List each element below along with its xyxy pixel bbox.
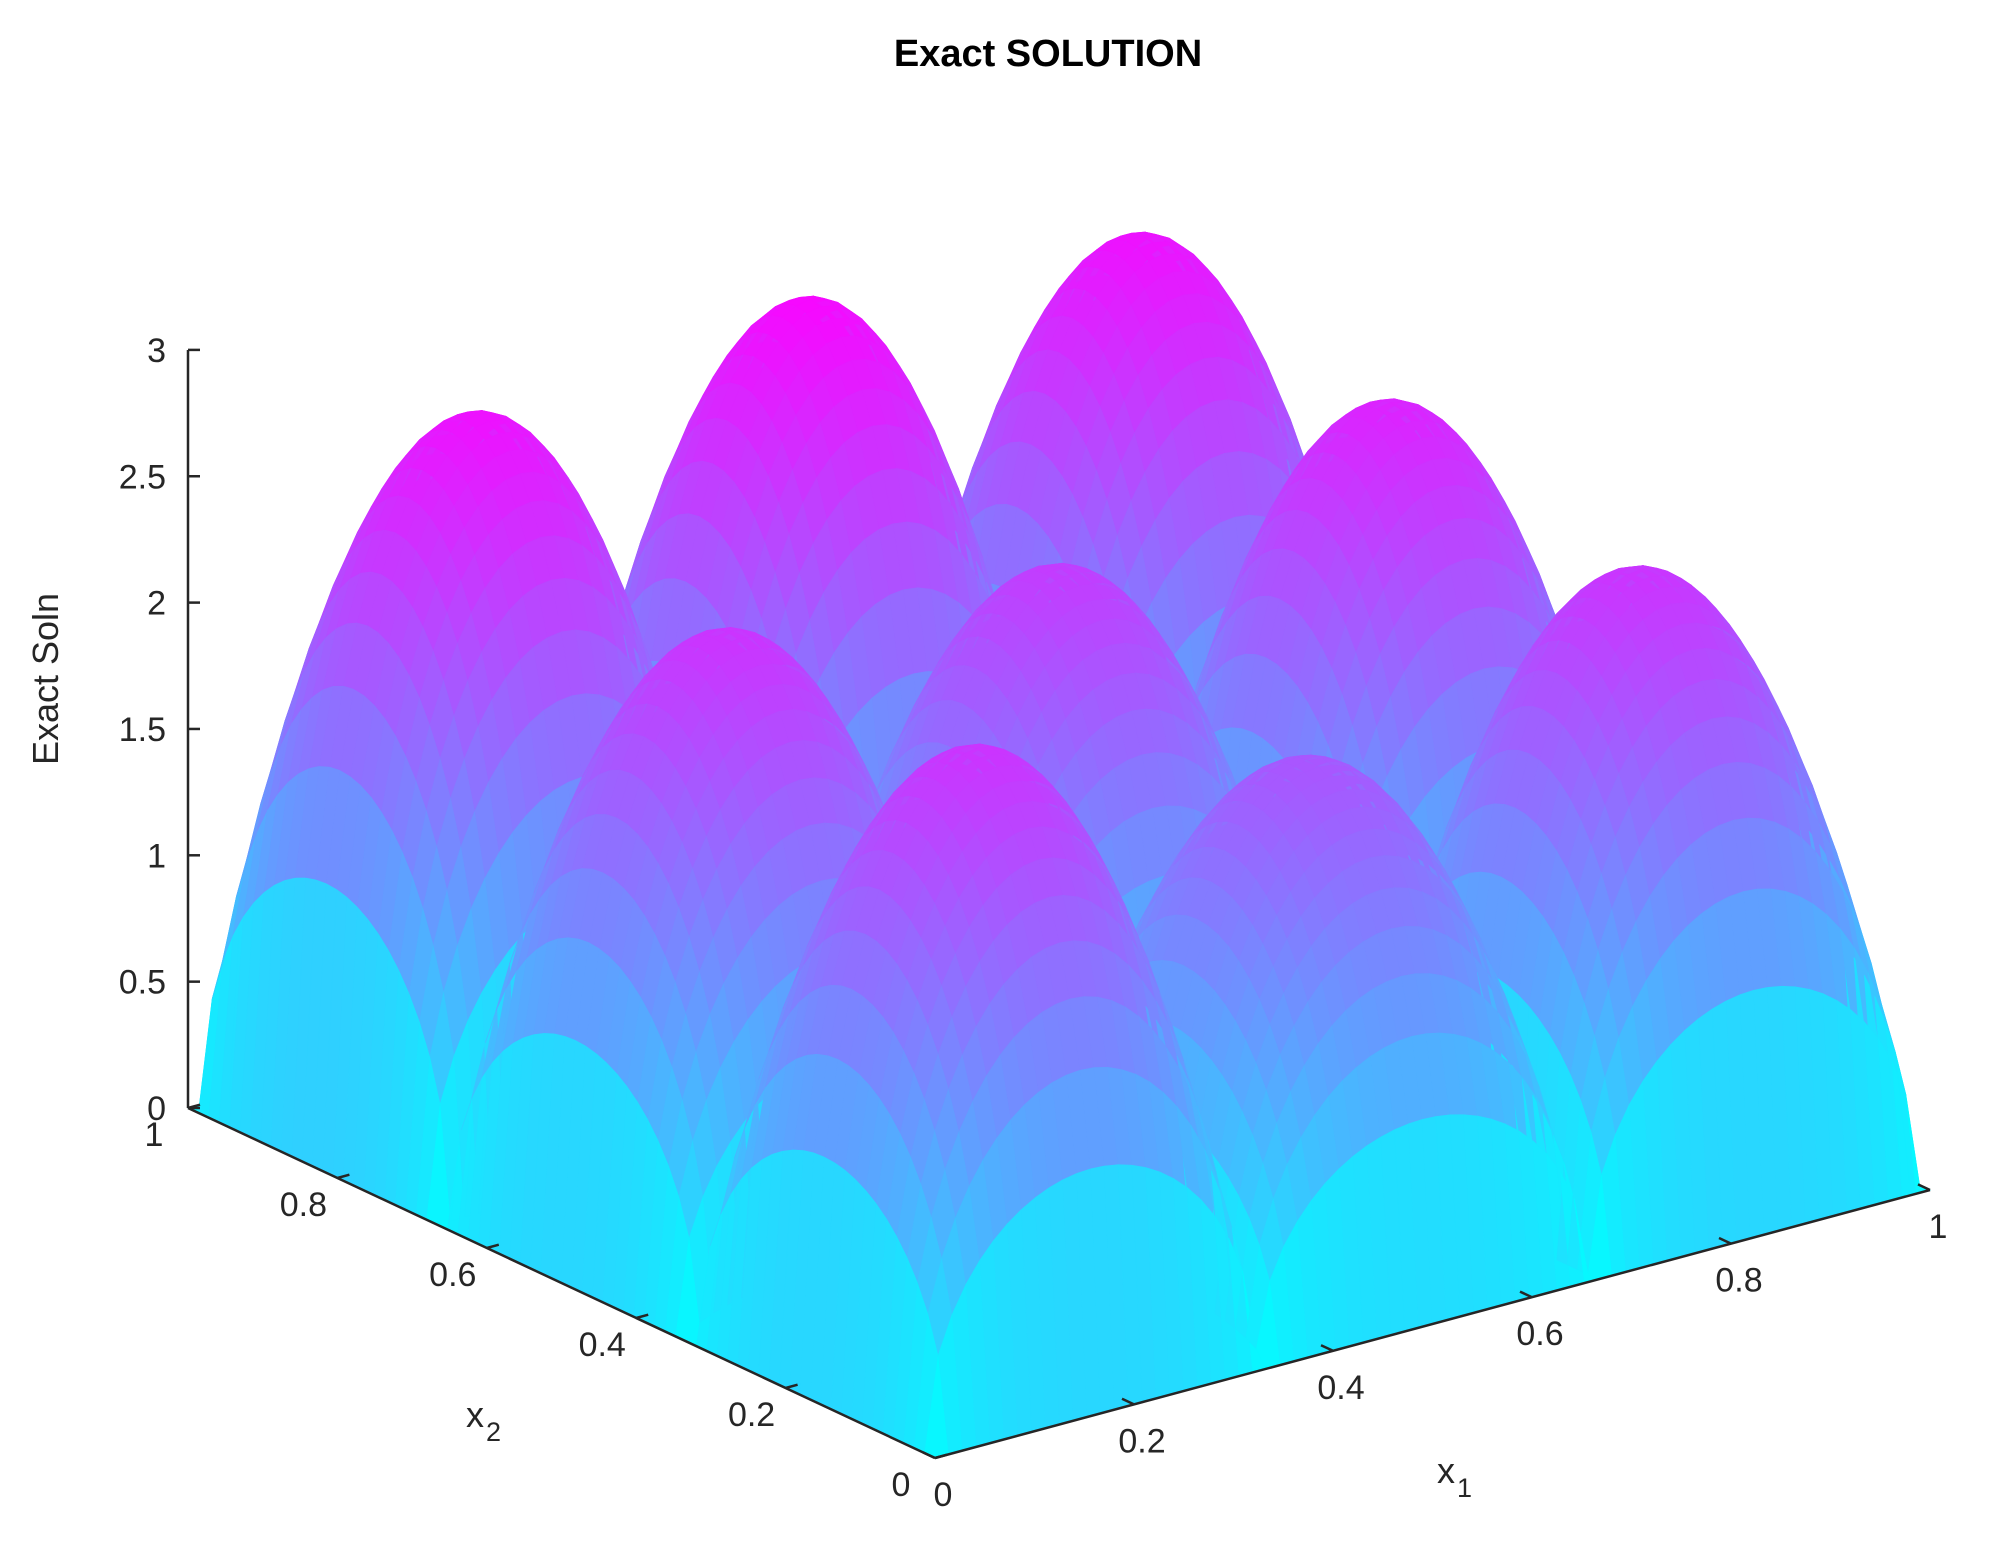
chart-title: Exact SOLUTION — [894, 33, 1202, 75]
x1-tick-label: 0 — [934, 1476, 953, 1514]
x1-tick-label: 0.8 — [1715, 1262, 1762, 1300]
x2-tick-label: 0.6 — [429, 1256, 476, 1294]
x2-tick-label: 1 — [145, 1116, 164, 1154]
x2-tick-label: 0.4 — [579, 1326, 626, 1364]
x1-tick-label: 0.2 — [1118, 1422, 1165, 1460]
z-tick-label: 3 — [147, 332, 166, 370]
x2-tick-mark — [934, 1453, 948, 1460]
x2-tick-mark — [635, 1313, 649, 1320]
x1-tick-label: 0.4 — [1317, 1369, 1364, 1407]
z-axis-label: Exact Soln — [25, 593, 66, 765]
ticks: 00.511.522.5300.20.40.60.8100.20.40.60.8… — [119, 332, 1948, 1514]
z-tick-label: 1 — [147, 837, 166, 875]
z-tick-label: 0.5 — [119, 964, 166, 1002]
x1-tick-label: 1 — [1929, 1208, 1948, 1246]
x1-tick-mark — [1718, 1236, 1732, 1245]
x2-axis-label: x2 — [466, 1394, 501, 1447]
x2-axis-label-subscript: 2 — [486, 1417, 501, 1447]
x2-tick-mark — [187, 1103, 201, 1110]
x2-tick-label: 0.8 — [280, 1186, 327, 1224]
z-tick-label: 2.5 — [119, 458, 166, 496]
x1-tick-mark — [1320, 1344, 1334, 1352]
x1-tick-mark — [1519, 1290, 1533, 1299]
surface-mesh — [187, 231, 1931, 1459]
z-tick-label: 0 — [147, 1090, 166, 1128]
z-tick-label: 1.5 — [119, 711, 166, 749]
x1-axis-line — [934, 1188, 1931, 1460]
z-tick-label: 2 — [147, 585, 166, 623]
x2-tick-label: 0.2 — [728, 1396, 775, 1434]
x2-tick-mark — [486, 1243, 500, 1250]
x2-tick-label: 0 — [892, 1466, 911, 1504]
x2-tick-mark — [785, 1383, 798, 1390]
x2-tick-mark — [337, 1173, 350, 1180]
x1-axis-label-subscript: 1 — [1457, 1473, 1472, 1503]
x1-tick-mark — [922, 1451, 936, 1460]
x1-tick-label: 0.6 — [1516, 1315, 1563, 1353]
x1-axis-label: x1 — [1437, 1450, 1472, 1503]
x1-tick-mark — [1917, 1183, 1931, 1192]
x2-axis-line — [187, 1106, 936, 1460]
x1-tick-mark — [1121, 1397, 1135, 1406]
